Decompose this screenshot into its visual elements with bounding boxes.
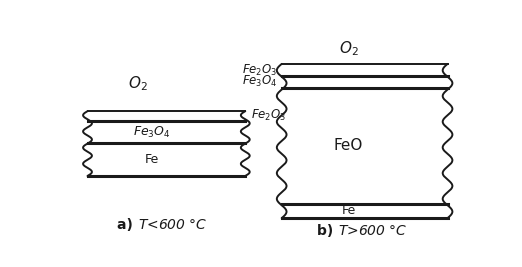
Text: Fe: Fe bbox=[145, 153, 159, 166]
Text: $T$>600 °C: $T$>600 °C bbox=[338, 225, 408, 238]
Text: Fe: Fe bbox=[341, 205, 355, 217]
Text: $Fe_3O_4$: $Fe_3O_4$ bbox=[242, 74, 278, 89]
Text: $O_2$: $O_2$ bbox=[128, 74, 148, 93]
Text: $Fe_2O_3$: $Fe_2O_3$ bbox=[252, 108, 287, 123]
Text: $Fe_3O_4$: $Fe_3O_4$ bbox=[134, 125, 171, 140]
Text: FeO: FeO bbox=[334, 138, 363, 153]
Text: $Fe_2O_3$: $Fe_2O_3$ bbox=[242, 62, 278, 78]
Text: $O_2$: $O_2$ bbox=[339, 39, 358, 58]
Text: $T$<600 °C: $T$<600 °C bbox=[138, 218, 208, 232]
Text: b): b) bbox=[317, 225, 338, 238]
Text: a): a) bbox=[117, 218, 138, 232]
